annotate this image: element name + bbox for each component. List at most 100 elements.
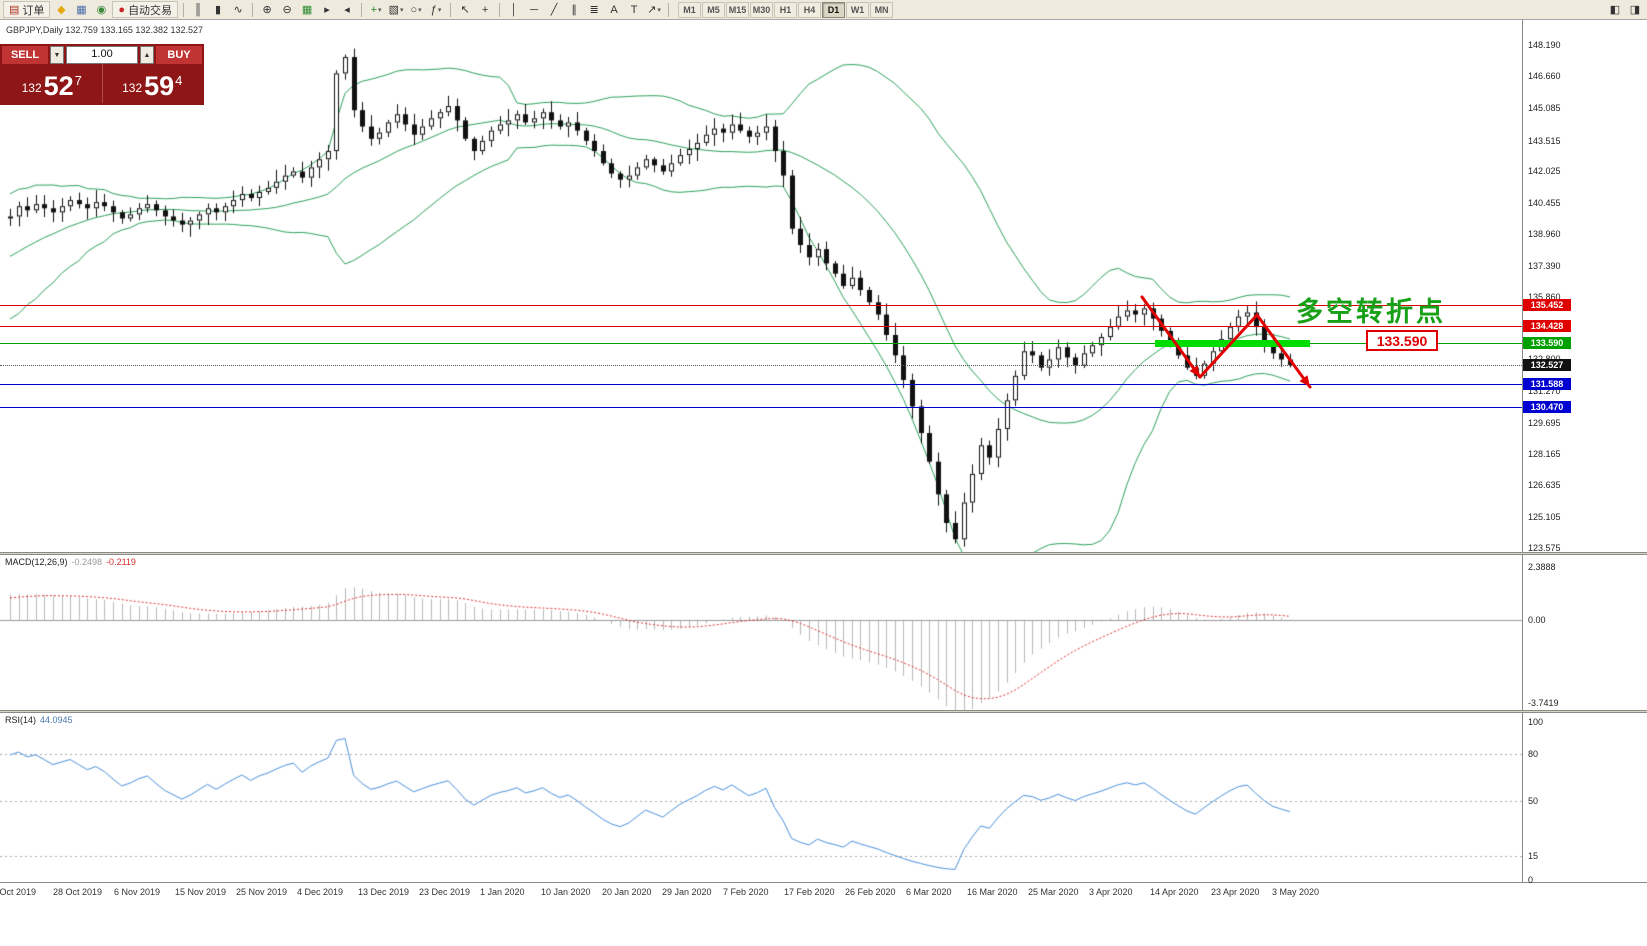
horizontal-line-icon[interactable]: ─ <box>525 1 543 18</box>
volume-decrease-button[interactable]: ▼ <box>50 46 64 64</box>
pivot-line[interactable] <box>0 343 1522 344</box>
chart-windows-icon[interactable]: ▦ <box>72 1 90 18</box>
macd-name: MACD(12,26,9) <box>5 557 68 567</box>
macd-axis-label: 2.3888 <box>1528 562 1556 572</box>
vertical-line-icon[interactable]: │ <box>505 1 523 18</box>
mql5-community-icon[interactable]: ◆ <box>52 1 70 18</box>
new-chart-icon[interactable]: + ▾ <box>367 1 385 18</box>
price-axis-label: 126.635 <box>1528 480 1561 491</box>
sell-price[interactable]: 132 52 7 <box>2 64 102 103</box>
time-axis-label: 3 Apr 2020 <box>1089 887 1133 897</box>
timeframe-m30[interactable]: M30 <box>750 1 774 18</box>
timeframe-w1[interactable]: W1 <box>846 1 870 18</box>
zoom-in-icon[interactable]: ⊕ <box>258 1 276 18</box>
timeframe-mn[interactable]: MN <box>870 1 894 18</box>
support-line-2[interactable] <box>0 407 1522 408</box>
indicators-icon[interactable]: ƒ ▾ <box>427 1 445 18</box>
buy-price[interactable]: 132 59 4 <box>101 64 203 103</box>
arrow-objects-icon[interactable]: ↗ ▾ <box>645 1 663 18</box>
channel-icon[interactable]: ∥ <box>565 1 583 18</box>
price-axis-label: 146.660 <box>1528 71 1561 82</box>
price-chart-canvas[interactable] <box>0 20 1522 552</box>
trendline-icon: ╱ <box>550 4 558 16</box>
new-order-button[interactable]: ▤ 订单 <box>3 1 51 18</box>
profiles-icon[interactable]: ▧ ▾ <box>387 1 405 18</box>
pane-separator-main-macd[interactable] <box>0 552 1647 555</box>
buy-price-big: 59 <box>144 71 175 101</box>
autotrade-icon: ● <box>118 3 126 16</box>
timeframe-h1[interactable]: H1 <box>774 1 798 18</box>
dropdown-caret-icon: ▾ <box>657 6 661 14</box>
line-chart-icon[interactable]: ∿ <box>229 1 247 18</box>
fibonacci-icon[interactable]: ≣ <box>585 1 603 18</box>
time-axis-label: 17 Feb 2020 <box>784 887 835 897</box>
volume-input[interactable]: 1.00 <box>66 46 138 64</box>
toolbar-right-icon-2[interactable]: ◨ <box>1626 1 1644 18</box>
cursor-icon: ↖ <box>460 4 470 16</box>
support-line-1[interactable] <box>0 384 1522 385</box>
time-axis[interactable]: 3 Oct 2019 28 Oct 2019 6 Nov 2019 15 Nov 20… <box>0 883 1522 903</box>
sell-button[interactable]: SELL <box>2 46 48 64</box>
crosshair-icon[interactable]: + <box>476 1 494 18</box>
dropdown-caret-icon: ▾ <box>437 6 442 14</box>
buy-price-sup: 4 <box>175 73 183 88</box>
label-icon: T <box>630 3 638 16</box>
toolbar-separator <box>499 2 501 17</box>
timeframe-m1[interactable]: M1 <box>678 1 702 18</box>
chart-shift-icon: ◂ <box>344 4 350 16</box>
trade-panel-prices: 132 52 7 132 59 4 <box>2 64 202 103</box>
auto-scroll-icon: ▸ <box>324 4 330 16</box>
macd-main-value: -0.2498 <box>71 557 103 567</box>
volume-increase-button[interactable]: ▲ <box>140 46 154 64</box>
macd-axis-label: -3.7419 <box>1528 697 1559 708</box>
toolbar-right-icon-1[interactable]: ◧ <box>1606 1 1624 18</box>
rsi-name: RSI(14) <box>5 715 37 725</box>
indicators-icon: ƒ <box>430 3 437 16</box>
rsi-indicator-canvas[interactable] <box>0 713 1522 882</box>
text-icon[interactable]: A <box>605 1 623 18</box>
current-price-line-badge: 132.527 <box>1523 359 1571 372</box>
highlight-segment[interactable] <box>1155 340 1310 347</box>
price-axis-label: 137.390 <box>1528 260 1561 271</box>
zoom-out-icon[interactable]: ⊖ <box>278 1 296 18</box>
price-axis-label: 142.025 <box>1528 165 1561 176</box>
time-axis-label: 20 Jan 2020 <box>602 887 652 897</box>
price-axis-label: 131.270 <box>1528 385 1561 396</box>
time-axis-label: 23 Apr 2020 <box>1211 887 1260 897</box>
toolbar-separator <box>361 2 363 17</box>
chart-windows-icon: ▦ <box>76 4 87 16</box>
macd-indicator-canvas[interactable] <box>0 555 1522 710</box>
autotrade-button[interactable]: ● 自动交易 <box>112 1 179 18</box>
timeframe-m5[interactable]: M5 <box>702 1 726 18</box>
help-icon[interactable]: ◉ <box>92 1 110 18</box>
resistance-line-2[interactable] <box>0 326 1522 327</box>
current-price-line[interactable] <box>0 365 1522 366</box>
one-click-trading-panel: SELL ▼ 1.00 ▲ BUY 132 52 7 132 59 4 <box>0 44 204 105</box>
chart-shift-icon[interactable]: ◂ <box>338 1 356 18</box>
periods-icon[interactable]: ○ ▾ <box>407 1 425 18</box>
cursor-icon[interactable]: ↖ <box>456 1 474 18</box>
candlestick-chart-icon[interactable]: ▮ <box>209 1 227 18</box>
turning-point-annotation[interactable]: 多空转折点 <box>1296 297 1446 327</box>
bar-chart-icon[interactable]: ║ <box>189 1 207 18</box>
price-annotation-box[interactable]: 133.590 <box>1366 330 1438 351</box>
buy-button[interactable]: BUY <box>156 46 202 64</box>
profiles-icon: ▧ <box>388 4 399 16</box>
timeframe-d1[interactable]: D1 <box>822 1 846 18</box>
pane-separator-macd-rsi[interactable] <box>0 710 1647 713</box>
toolbar: ▤ 订单 ◆ ▦ ◉ ● 自动交易 ║ ▮ ∿ ⊕ ⊖ ▦ ▸ ◂ + ▾ ▧ ▾ ○ ▾ ƒ ▾ ↖ + │ ─ ╱ ∥ ≣ A T ↗ ▾ M1… <box>0 0 1647 20</box>
new-chart-icon: + <box>370 3 378 16</box>
label-icon[interactable]: T <box>625 1 643 18</box>
price-axis-label: 123.575 <box>1528 543 1561 553</box>
price-axis[interactable]: 148.190 146.660 145.085 143.515 142.025 140.4… <box>1523 20 1647 885</box>
toolbar-right-icon-2-icon: ◨ <box>1629 4 1641 16</box>
time-axis-label: 25 Mar 2020 <box>1028 887 1079 897</box>
resistance-line-1[interactable] <box>0 305 1522 306</box>
timeframe-h4[interactable]: H4 <box>798 1 822 18</box>
timeframe-m15[interactable]: M15 <box>726 1 750 18</box>
auto-scroll-icon[interactable]: ▸ <box>318 1 336 18</box>
toolbar-separator <box>252 2 254 17</box>
tile-windows-icon[interactable]: ▦ <box>298 1 316 18</box>
trendline-icon[interactable]: ╱ <box>545 1 563 18</box>
